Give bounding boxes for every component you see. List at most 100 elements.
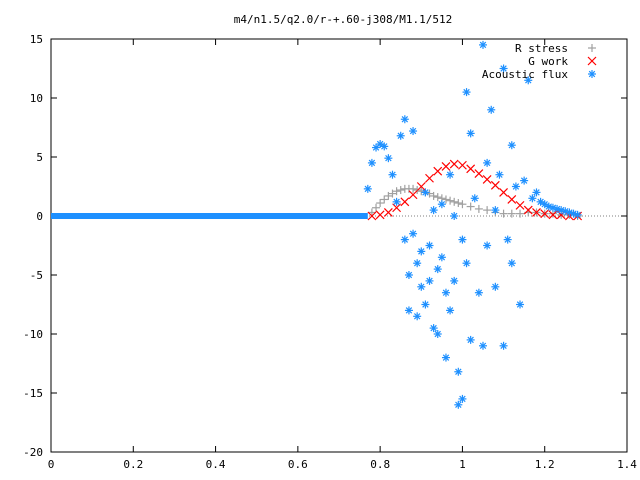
data-point bbox=[449, 159, 459, 169]
legend-label: Acoustic flux bbox=[482, 68, 568, 81]
data-point bbox=[487, 105, 496, 114]
data-point bbox=[507, 195, 517, 204]
data-point bbox=[454, 199, 463, 208]
data-point bbox=[499, 209, 508, 218]
data-point bbox=[458, 200, 467, 209]
data-point bbox=[408, 190, 418, 200]
data-point bbox=[413, 312, 422, 321]
data-point bbox=[483, 241, 492, 250]
data-point bbox=[404, 306, 413, 315]
data-point bbox=[372, 203, 381, 212]
data-point bbox=[367, 208, 376, 217]
y-tick-label: 15 bbox=[30, 33, 43, 46]
data-point bbox=[446, 170, 455, 179]
data-point bbox=[429, 191, 438, 200]
y-tick-label: 10 bbox=[30, 92, 43, 105]
data-point bbox=[396, 131, 405, 140]
data-point bbox=[450, 276, 459, 285]
data-point bbox=[441, 162, 451, 171]
data-point bbox=[441, 195, 450, 204]
data-point bbox=[474, 204, 483, 213]
data-point bbox=[507, 209, 516, 218]
data-point bbox=[483, 206, 492, 215]
data-point bbox=[425, 276, 434, 285]
data-point bbox=[548, 210, 558, 220]
data-point bbox=[515, 200, 525, 210]
y-tick-label: -10 bbox=[23, 328, 43, 341]
data-point bbox=[450, 212, 459, 220]
series-acoustic-flux bbox=[51, 40, 582, 409]
data-point bbox=[466, 202, 475, 211]
x-tick-label: 0 bbox=[48, 458, 55, 471]
x-axis-ticks: 0 0.2 0.4 0.6 0.8 1 1.2 1.4 bbox=[48, 39, 637, 471]
data-point bbox=[388, 189, 397, 198]
data-point bbox=[474, 169, 484, 178]
y-tick-label: -5 bbox=[30, 269, 43, 282]
x-tick-label: 1 bbox=[459, 458, 466, 471]
legend-marker bbox=[588, 70, 596, 78]
x-tick-label: 1.2 bbox=[535, 458, 555, 471]
data-point bbox=[532, 208, 541, 217]
data-point bbox=[400, 115, 409, 124]
chart-title: m4/n1.5/q2.0/r-+.60-j308/M1.1/512 bbox=[234, 13, 453, 26]
y-tick-label: 5 bbox=[36, 151, 43, 164]
data-point bbox=[421, 300, 430, 309]
data-point bbox=[458, 235, 467, 244]
data-point bbox=[495, 170, 504, 179]
legend-marker bbox=[587, 56, 597, 66]
data-point bbox=[437, 200, 446, 209]
data-point bbox=[507, 141, 516, 150]
data-point bbox=[470, 194, 479, 203]
data-point bbox=[454, 367, 463, 376]
data-point bbox=[516, 300, 525, 309]
data-point bbox=[446, 196, 455, 205]
x-tick-label: 0.4 bbox=[206, 458, 226, 471]
data-point bbox=[433, 265, 442, 274]
data-point bbox=[417, 247, 426, 256]
data-point bbox=[441, 288, 450, 297]
data-point bbox=[482, 174, 492, 184]
y-tick-label: -15 bbox=[23, 387, 43, 400]
data-point bbox=[524, 76, 533, 85]
data-point bbox=[392, 197, 401, 206]
y-axis-ticks: 15 10 5 0 -5 -10 -15 -20 bbox=[23, 33, 627, 459]
plot-frame bbox=[50, 38, 628, 453]
data-point bbox=[507, 259, 516, 268]
data-point bbox=[499, 64, 508, 73]
data-point bbox=[532, 188, 541, 197]
data-point bbox=[474, 288, 483, 297]
data-point bbox=[384, 191, 393, 200]
legend-marker bbox=[588, 44, 596, 52]
series-g-work bbox=[367, 159, 583, 221]
data-point bbox=[376, 199, 385, 208]
data-point bbox=[380, 195, 389, 204]
data-point bbox=[429, 324, 438, 333]
data-point bbox=[573, 210, 582, 219]
data-point bbox=[479, 40, 487, 49]
legend-label: R stress bbox=[515, 42, 568, 55]
data-point bbox=[479, 341, 487, 350]
data-point bbox=[433, 193, 442, 202]
data-point bbox=[553, 204, 562, 213]
data-point bbox=[523, 205, 533, 215]
data-point bbox=[367, 158, 376, 167]
data-point bbox=[425, 173, 434, 183]
data-point bbox=[540, 209, 550, 219]
data-point bbox=[433, 330, 442, 338]
data-point bbox=[388, 170, 397, 179]
data-point bbox=[429, 206, 438, 215]
data-point bbox=[446, 306, 455, 315]
x-tick-label: 1.4 bbox=[617, 458, 637, 471]
data-point bbox=[499, 341, 508, 350]
data-point bbox=[392, 187, 401, 196]
data-point bbox=[384, 154, 393, 163]
data-point bbox=[491, 282, 500, 291]
x-tick-label: 0.8 bbox=[370, 458, 390, 471]
x-tick-label: 0.2 bbox=[123, 458, 143, 471]
data-point bbox=[503, 235, 512, 244]
data-point bbox=[409, 127, 418, 136]
data-point bbox=[400, 197, 410, 207]
data-point bbox=[490, 180, 500, 190]
data-point bbox=[458, 160, 467, 170]
